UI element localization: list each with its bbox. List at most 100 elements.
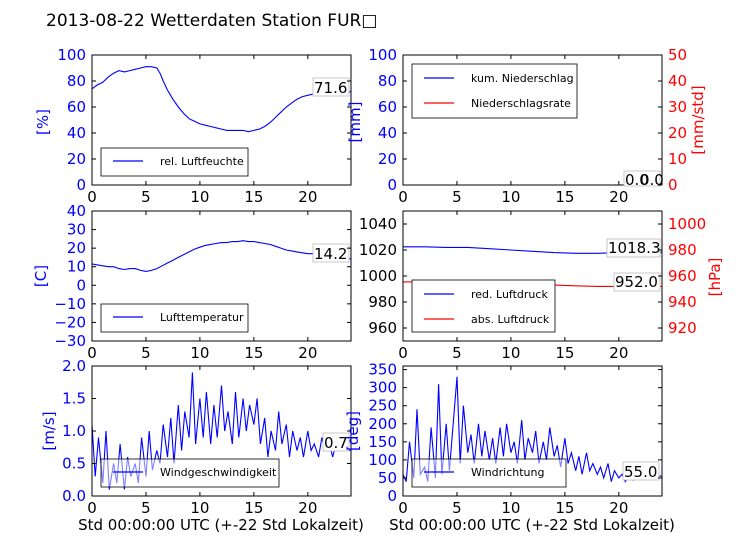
precipitation-xtick-label-3: 15 [555,188,574,206]
wind-direction-legend-label: Windrichtung [471,466,544,479]
precipitation-ytick-label-4: 80 [378,72,397,90]
temperature-ytick-label-2: −10 [54,295,86,313]
precipitation-y2tick-label-5: 50 [668,46,687,64]
precipitation-y2tick-label-0: 0 [668,176,678,194]
temperature-ytick-label-4: 10 [67,258,86,276]
wind-direction-legend: Windrichtung [411,458,567,488]
humidity-axes-frame [91,54,352,186]
wind-direction-ytick-label-4: 200 [368,415,397,433]
pressure-xtick-label-0: 0 [398,344,408,362]
wind-direction-xtick-label-0: 0 [398,499,408,517]
temperature-series-line-1 [91,240,352,272]
wind-direction-legend-box [411,458,567,488]
temperature-ytick-label-7: 40 [67,202,86,220]
temperature-xtick-label-1: 5 [141,344,151,362]
pressure-last-value-2: 952.0 [615,273,658,291]
humidity-ytick-label-0: 0 [76,176,86,194]
pressure-last-value-frame [606,238,661,258]
pressure-legend: red. Luftdruck abs. Luftdruck [411,279,556,333]
wind-direction-ytick-label-6: 300 [368,379,397,397]
pressure-ytick-label-2: 1000 [359,267,397,285]
pressure-last-value-box: 1018.3 [606,238,661,258]
temperature-legend-box [100,303,249,333]
wind-direction-ytick-label-5: 250 [368,397,397,415]
wind-direction-ytick-label-3: 150 [368,433,397,451]
temperature-panel: [C] Lufttemperatur 14.2 0 5 10 15 20 −30−20−1… [32,202,352,362]
wind-speed-xtick-label-2: 10 [190,499,209,517]
pressure-ytick-label-4: 1040 [359,215,397,233]
wind-speed-xtick-label-0: 0 [87,499,97,517]
wind-speed-last-value-frame [322,432,350,452]
precipitation-legend-label-2: Niederschlagsrate [471,97,571,110]
wind-speed-ytick-label-4: 2.0 [62,357,86,375]
pressure-last-value-2-box: 952.0 [613,272,661,292]
temperature-ytick-label-0: −30 [54,332,86,350]
temperature-xtick-label-4: 20 [298,344,317,362]
pressure-xtick-label-2: 10 [501,344,520,362]
humidity-legend: rel. Luftfeuchte [100,147,249,177]
pressure-y2tick-label-2: 960 [668,267,697,285]
figure-title: 2013-08-22 Wetterdaten Station FUR□ [46,11,377,31]
temperature-ylabel: [C] [32,265,50,287]
temperature-last-value-box: 14.2 [312,243,350,263]
humidity-ytick-label-1: 20 [67,150,86,168]
precipitation-last-value: 0.0 [625,171,649,189]
precipitation-panel: [mm] [mm/std] kum. Niederschlag Niedersc… [346,46,707,206]
pressure-y2tick-label-1: 940 [668,293,697,311]
precipitation-xtick-label-4: 20 [609,188,628,206]
precipitation-ytick-label-5: 100 [368,46,397,64]
precipitation-y2tick-label-2: 20 [668,124,687,142]
pressure-xtick-label-1: 5 [452,344,462,362]
precipitation-ytick-label-3: 60 [378,98,397,116]
precipitation-y2tick-label-1: 10 [668,150,687,168]
wind-direction-axes-frame [402,365,663,497]
wind-speed-xlabel: Std 00:00:00 UTC (+-22 Std Lokalzeit) [78,516,364,534]
wind-speed-ytick-label-0: 0.0 [62,487,86,505]
precipitation-axes-frame [402,54,663,186]
temperature-legend: Lufttemperatur [100,303,249,333]
wind-speed-ytick-label-1: 0.5 [62,455,86,473]
temperature-ytick-label-1: −20 [54,313,86,331]
wind-direction-ytick-label-0: 0 [387,487,397,505]
wind-speed-ytick-label-3: 1.5 [62,390,86,408]
temperature-xtick-label-3: 15 [244,344,263,362]
wind-direction-ylabel: [deg] [344,411,362,451]
precipitation-last-value-2: 0.0 [640,171,664,189]
humidity-last-value-box: 71.6 [312,77,350,97]
temperature-ytick-label-6: 30 [67,221,86,239]
precipitation-y2label: [mm/std] [689,85,707,154]
wind-direction-xtick-label-1: 5 [452,499,462,517]
wind-direction-xtick-label-3: 15 [555,499,574,517]
wind-direction-panel: [deg] Std 00:00:00 UTC (+-22 Std Lokalze… [344,361,675,534]
precipitation-legend: kum. Niederschlag Niederschlagsrate [411,63,578,119]
pressure-last-value: 1018.3 [608,239,661,257]
pressure-xtick-label-4: 20 [609,344,628,362]
pressure-y2tick-label-4: 1000 [668,215,706,233]
pressure-legend-box [411,279,556,333]
temperature-xtick-label-2: 10 [190,344,209,362]
wind-direction-last-value: 55.0 [624,463,657,481]
humidity-legend-box [100,147,249,177]
wind-direction-series-line-1 [402,376,662,483]
wind-speed-xtick-label-3: 15 [244,499,263,517]
wind-direction-xlabel: Std 00:00:00 UTC (+-22 Std Lokalzeit) [389,516,675,534]
wind-speed-legend: Windgeschwindigkeit [100,458,280,488]
humidity-xtick-label-0: 0 [87,188,97,206]
humidity-xtick-label-3: 15 [244,188,263,206]
temperature-ytick-label-3: 0 [76,276,86,294]
wind-speed-last-value-box: 0.7 [322,432,350,452]
humidity-xtick-label-4: 20 [298,188,317,206]
precipitation-xtick-label-0: 0 [398,188,408,206]
precipitation-y2tick-label-4: 40 [668,72,687,90]
humidity-ylabel: [%] [34,109,52,135]
wind-speed-xtick-label-1: 5 [141,499,151,517]
humidity-last-value-frame [312,77,350,97]
wind-direction-ytick-label-1: 50 [378,469,397,487]
pressure-ytick-label-0: 960 [368,319,397,337]
pressure-y2label: [hPa] [706,258,724,297]
humidity-ytick-label-2: 40 [67,124,86,142]
temperature-last-value-frame [312,243,350,263]
humidity-ytick-label-4: 80 [67,72,86,90]
precipitation-ylabel: [mm] [346,102,364,143]
